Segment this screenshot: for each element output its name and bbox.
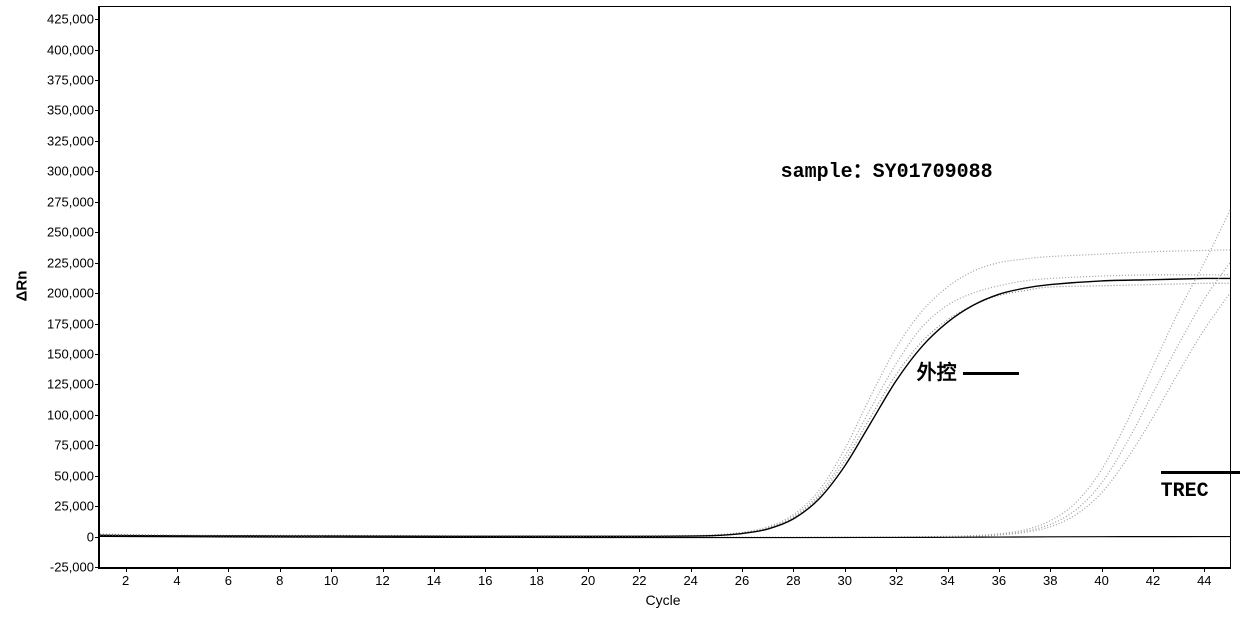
y-tick-mark — [95, 324, 100, 325]
y-tick-mark — [95, 263, 100, 264]
y-tick-label: 250,000 — [47, 225, 100, 240]
y-tick-label: 150,000 — [47, 346, 100, 361]
curve-external_control_dark — [100, 278, 1230, 536]
y-tick-mark — [95, 476, 100, 477]
y-tick-mark — [95, 354, 100, 355]
curves-layer — [100, 7, 1230, 567]
x-axis-title: Cycle — [645, 592, 680, 608]
y-tick-label: 50,000 — [54, 468, 100, 483]
y-tick-label: 325,000 — [47, 133, 100, 148]
x-tick-mark — [639, 567, 640, 572]
y-tick-mark — [95, 202, 100, 203]
curve-external_control_c — [100, 283, 1230, 536]
x-tick-mark — [126, 567, 127, 572]
x-tick-mark — [383, 567, 384, 572]
y-tick-mark — [95, 19, 100, 20]
y-tick-label: 200,000 — [47, 286, 100, 301]
curve-trec_c — [100, 293, 1230, 537]
curve-external_control_a — [100, 250, 1230, 536]
curve-external_control_b — [100, 275, 1230, 536]
x-tick-mark — [691, 567, 692, 572]
y-tick-label: 225,000 — [47, 255, 100, 270]
y-tick-mark — [95, 141, 100, 142]
y-tick-label: 400,000 — [47, 42, 100, 57]
x-tick-mark — [1204, 567, 1205, 572]
y-tick-label: 275,000 — [47, 194, 100, 209]
x-tick-mark — [331, 567, 332, 572]
x-tick-mark — [1102, 567, 1103, 572]
y-tick-mark — [95, 537, 100, 538]
y-tick-mark — [95, 80, 100, 81]
x-tick-mark — [793, 567, 794, 572]
y-tick-mark — [95, 384, 100, 385]
y-tick-mark — [95, 567, 100, 568]
y-tick-label: 375,000 — [47, 73, 100, 88]
y-tick-mark — [95, 50, 100, 51]
x-tick-mark — [434, 567, 435, 572]
y-axis-title: ΔRn — [14, 271, 31, 302]
x-tick-mark — [1050, 567, 1051, 572]
y-tick-mark — [95, 445, 100, 446]
x-tick-mark — [1153, 567, 1154, 572]
x-tick-mark — [896, 567, 897, 572]
y-tick-label: 75,000 — [54, 438, 100, 453]
x-tick-mark — [228, 567, 229, 572]
x-tick-mark — [742, 567, 743, 572]
curve-trec_a — [100, 210, 1230, 537]
x-tick-mark — [485, 567, 486, 572]
trec-label: TREC — [1161, 471, 1240, 503]
x-tick-mark — [845, 567, 846, 572]
y-tick-mark — [95, 171, 100, 172]
external-control-label: 外控 — [917, 356, 1019, 385]
y-tick-label: 175,000 — [47, 316, 100, 331]
y-tick-label: 300,000 — [47, 164, 100, 179]
y-tick-mark — [95, 232, 100, 233]
y-tick-label: 425,000 — [47, 12, 100, 27]
y-tick-mark — [95, 110, 100, 111]
plot-area: -25,000025,00050,00075,000100,000125,000… — [98, 6, 1231, 569]
x-tick-mark — [537, 567, 538, 572]
x-tick-mark — [588, 567, 589, 572]
y-tick-label: 125,000 — [47, 377, 100, 392]
y-tick-mark — [95, 506, 100, 507]
x-tick-mark — [948, 567, 949, 572]
y-tick-label: 350,000 — [47, 103, 100, 118]
curve-trec_b — [100, 263, 1230, 538]
sample-label: sample：SY01709088 — [781, 154, 993, 184]
x-tick-mark — [177, 567, 178, 572]
y-tick-mark — [95, 415, 100, 416]
amplification-chart: -25,000025,00050,00075,000100,000125,000… — [0, 0, 1240, 618]
y-tick-mark — [95, 293, 100, 294]
x-tick-mark — [280, 567, 281, 572]
y-tick-label: 25,000 — [54, 499, 100, 514]
y-tick-label: -25,000 — [50, 560, 100, 575]
x-tick-mark — [999, 567, 1000, 572]
y-tick-label: 100,000 — [47, 407, 100, 422]
